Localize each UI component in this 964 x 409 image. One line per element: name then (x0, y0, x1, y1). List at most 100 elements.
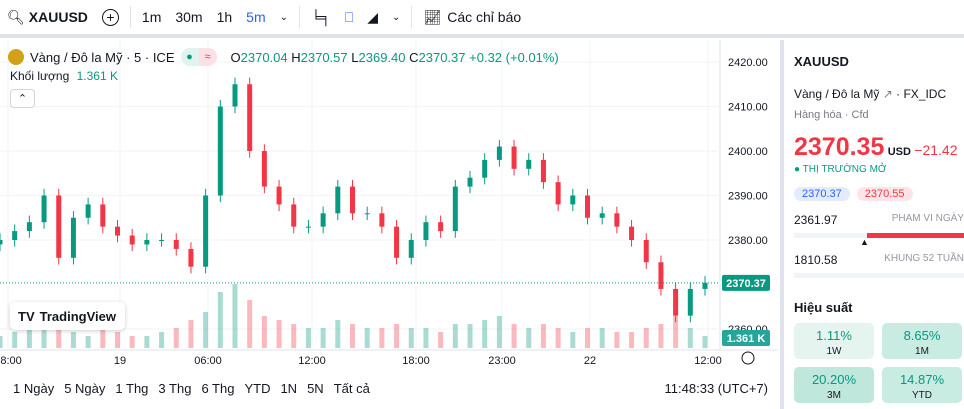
interval-1m[interactable]: 1m (141, 9, 162, 25)
range-1m[interactable]: 1 Thg (115, 380, 149, 396)
volume-bar (438, 332, 444, 348)
volume-bar (687, 328, 693, 348)
interval-dropdown[interactable]: ⌄ (273, 2, 295, 32)
volume-bar (585, 328, 590, 348)
price-tick: 2400.00 (728, 146, 768, 158)
volume-bar (614, 332, 620, 348)
perf-1w[interactable]: 1.11% 1W (794, 323, 874, 359)
volume-legend: Khối lượng 1.361 K (10, 69, 118, 83)
range-1d[interactable]: 1 Ngày (13, 380, 55, 396)
candle-body (540, 159, 546, 183)
candle-body (570, 195, 576, 205)
perf-1m[interactable]: 8.65% 1M (882, 323, 962, 359)
panel-category: Hàng hóa · Cfd (794, 109, 869, 121)
candle-body (129, 235, 135, 245)
volume-bar (511, 324, 517, 348)
chart-type-dropdown[interactable]: ⌄ (385, 2, 407, 32)
candle-body (115, 226, 120, 236)
range-6m[interactable]: 6 Thg (201, 380, 235, 396)
price-tick: 2390.00 (728, 191, 768, 203)
chevron-down-icon: ⌄ (279, 11, 289, 23)
panel-symbol: XAUUSD (794, 54, 849, 69)
market-status-badge[interactable]: ● ≈ (180, 48, 217, 66)
candle-body (247, 84, 253, 151)
volume-bar (335, 320, 341, 348)
range-3m[interactable]: 3 Thg (158, 380, 192, 396)
volume-bar (261, 316, 267, 348)
time-tick: 12:00 (298, 355, 326, 367)
interval-5m[interactable]: 5m (246, 9, 266, 25)
symbol-details-panel: XAUUSD Vàng / Đô la Mỹ ↗ · FX_IDC Hàng h… (780, 40, 964, 409)
day-range-bar (794, 233, 964, 238)
chevron-down-icon: ⌄ (392, 11, 401, 23)
volume-bar (423, 328, 429, 348)
time-tick: 12:00 (694, 355, 722, 367)
divider (129, 6, 131, 28)
candle-body (364, 213, 370, 215)
interval-1h[interactable]: 1h (216, 9, 233, 25)
collapse-legend-button[interactable]: ⌃ (10, 89, 35, 108)
volume-bar (496, 316, 502, 348)
volume-bar (173, 328, 179, 348)
candle-body (687, 288, 693, 316)
volume-bar (643, 328, 649, 348)
candle-body (291, 204, 297, 227)
bar-chart-type[interactable]: ╘╕ (304, 2, 338, 32)
candles-icon: ⎕ (344, 8, 354, 25)
interval-30m[interactable]: 30m (175, 9, 203, 25)
range-all[interactable]: Tất cả (333, 380, 370, 396)
candle-body (394, 226, 400, 258)
volume-text: 1.361 K (727, 333, 766, 345)
candle-body (350, 186, 355, 214)
volume-bar (467, 324, 473, 348)
candle-body (467, 177, 473, 187)
volume-bar (85, 336, 91, 348)
indicators-icon: 📈︎ (423, 8, 442, 25)
time-tick: 19 (114, 355, 126, 367)
symbol-title: Vàng / Đô la Mỹ · 5 · ICE (30, 49, 175, 65)
volume-bar (350, 324, 355, 348)
range-5d[interactable]: 5 Ngày (64, 380, 106, 396)
price-chart[interactable]: 2420.002410.002400.002390.002380.002360.… (0, 40, 778, 370)
volume-bar (159, 332, 165, 348)
volume-bar (100, 328, 106, 348)
candle-body (335, 186, 341, 214)
candles-chart-type[interactable]: ⎕ (338, 2, 360, 32)
volume-bar (452, 324, 458, 348)
symbol-search[interactable]: 🔍︎ XAUUSD (7, 8, 88, 26)
external-link-icon[interactable]: ↗ (882, 87, 893, 101)
volume-bar (673, 316, 679, 348)
last-price-label (722, 274, 770, 291)
clock[interactable]: 11:48:33 (UTC+7) (664, 380, 768, 396)
tradingview-watermark[interactable]: TV TradingView (10, 302, 125, 330)
time-tick: 23:00 (488, 355, 516, 367)
perf-ytd[interactable]: 14.87% YTD (882, 367, 962, 403)
range-1y[interactable]: 1N (280, 380, 298, 396)
ohlc: O2370.04 H2370.57 L2369.40 C2370.37 +0.3… (230, 49, 559, 65)
volume-bar (408, 328, 414, 348)
compare-button[interactable]: + (95, 2, 126, 32)
range-ytd[interactable]: YTD (244, 380, 271, 396)
area-chart-type[interactable]: ◢ (360, 2, 385, 32)
candle-body (320, 213, 326, 227)
candle-body (232, 84, 238, 107)
perf-3m[interactable]: 20.20% 3M (794, 367, 874, 403)
performance-grid: 1.11% 1W 8.65% 1M 20.20% 3M 14.87% YTD (794, 323, 964, 403)
search-icon: 🔍︎ (7, 8, 25, 25)
range-bar: 1 Ngày 5 Ngày 1 Thg 3 Thg 6 Thg YTD 1N 5… (0, 372, 778, 404)
candle-body (56, 195, 62, 258)
volume-bar (0, 336, 3, 348)
settings-gear-icon[interactable] (741, 351, 755, 365)
candle-body (305, 226, 311, 228)
price-tick: 2380.00 (728, 235, 768, 247)
candle-body (379, 213, 385, 227)
candle-body (629, 226, 635, 240)
gold-icon (8, 49, 24, 65)
range-marker-icon: ▲ (860, 237, 869, 247)
tv-logo-icon: TV (18, 308, 35, 324)
volume-bar (394, 324, 400, 348)
indicators-button[interactable]: 📈︎ Các chỉ báo (423, 8, 522, 26)
volume-bar (56, 316, 62, 348)
range-5y[interactable]: 5N (307, 380, 324, 396)
candle-body (159, 240, 165, 241)
